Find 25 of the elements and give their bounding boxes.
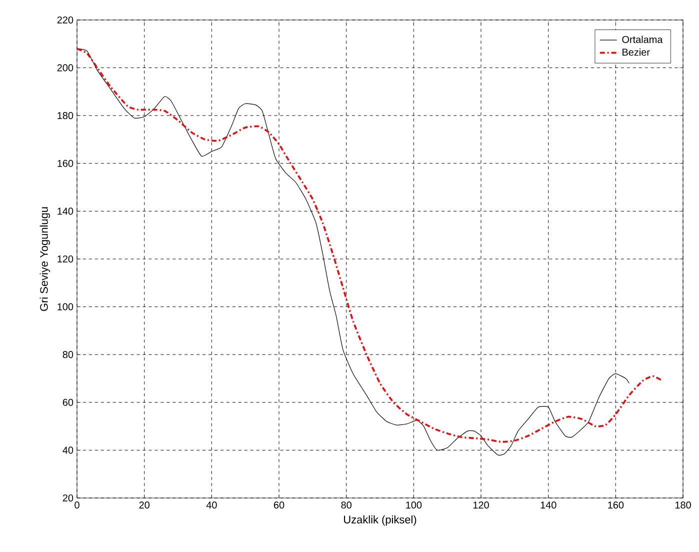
x-tick-label: 160 (608, 502, 624, 509)
legend-label: Bezier (622, 48, 650, 56)
x-tick-label: 0 (74, 502, 80, 509)
y-tick-label: 220 (57, 16, 74, 24)
x-tick-label: 20 (139, 502, 150, 509)
y-tick-label: 60 (62, 398, 74, 406)
x-tick-label: 140 (540, 502, 556, 509)
y-tick-label: 200 (57, 64, 74, 72)
y-tick-label: 100 (58, 303, 74, 310)
x-tick-label: 180 (675, 502, 691, 509)
y-tick-label: 120 (58, 255, 74, 263)
y-axis-title: Gri Seviye Yogunlugu (40, 207, 50, 311)
legend-label: Ortalama (622, 36, 663, 44)
y-tick-label: 40 (62, 446, 74, 454)
x-tick-label: 80 (341, 502, 352, 509)
x-tick-label: 120 (473, 502, 489, 509)
y-tick-label: 20 (62, 494, 74, 502)
x-axis-title: Uzaklik (piksel) (344, 515, 416, 526)
y-tick-label: 160 (58, 160, 74, 167)
x-tick-label: 40 (206, 502, 217, 509)
y-tick-label: 140 (58, 208, 74, 215)
y-tick-label: 80 (62, 351, 74, 358)
y-tick-label: 180 (58, 112, 74, 120)
x-tick-label: 60 (274, 502, 284, 509)
x-tick-label: 100 (406, 502, 422, 509)
